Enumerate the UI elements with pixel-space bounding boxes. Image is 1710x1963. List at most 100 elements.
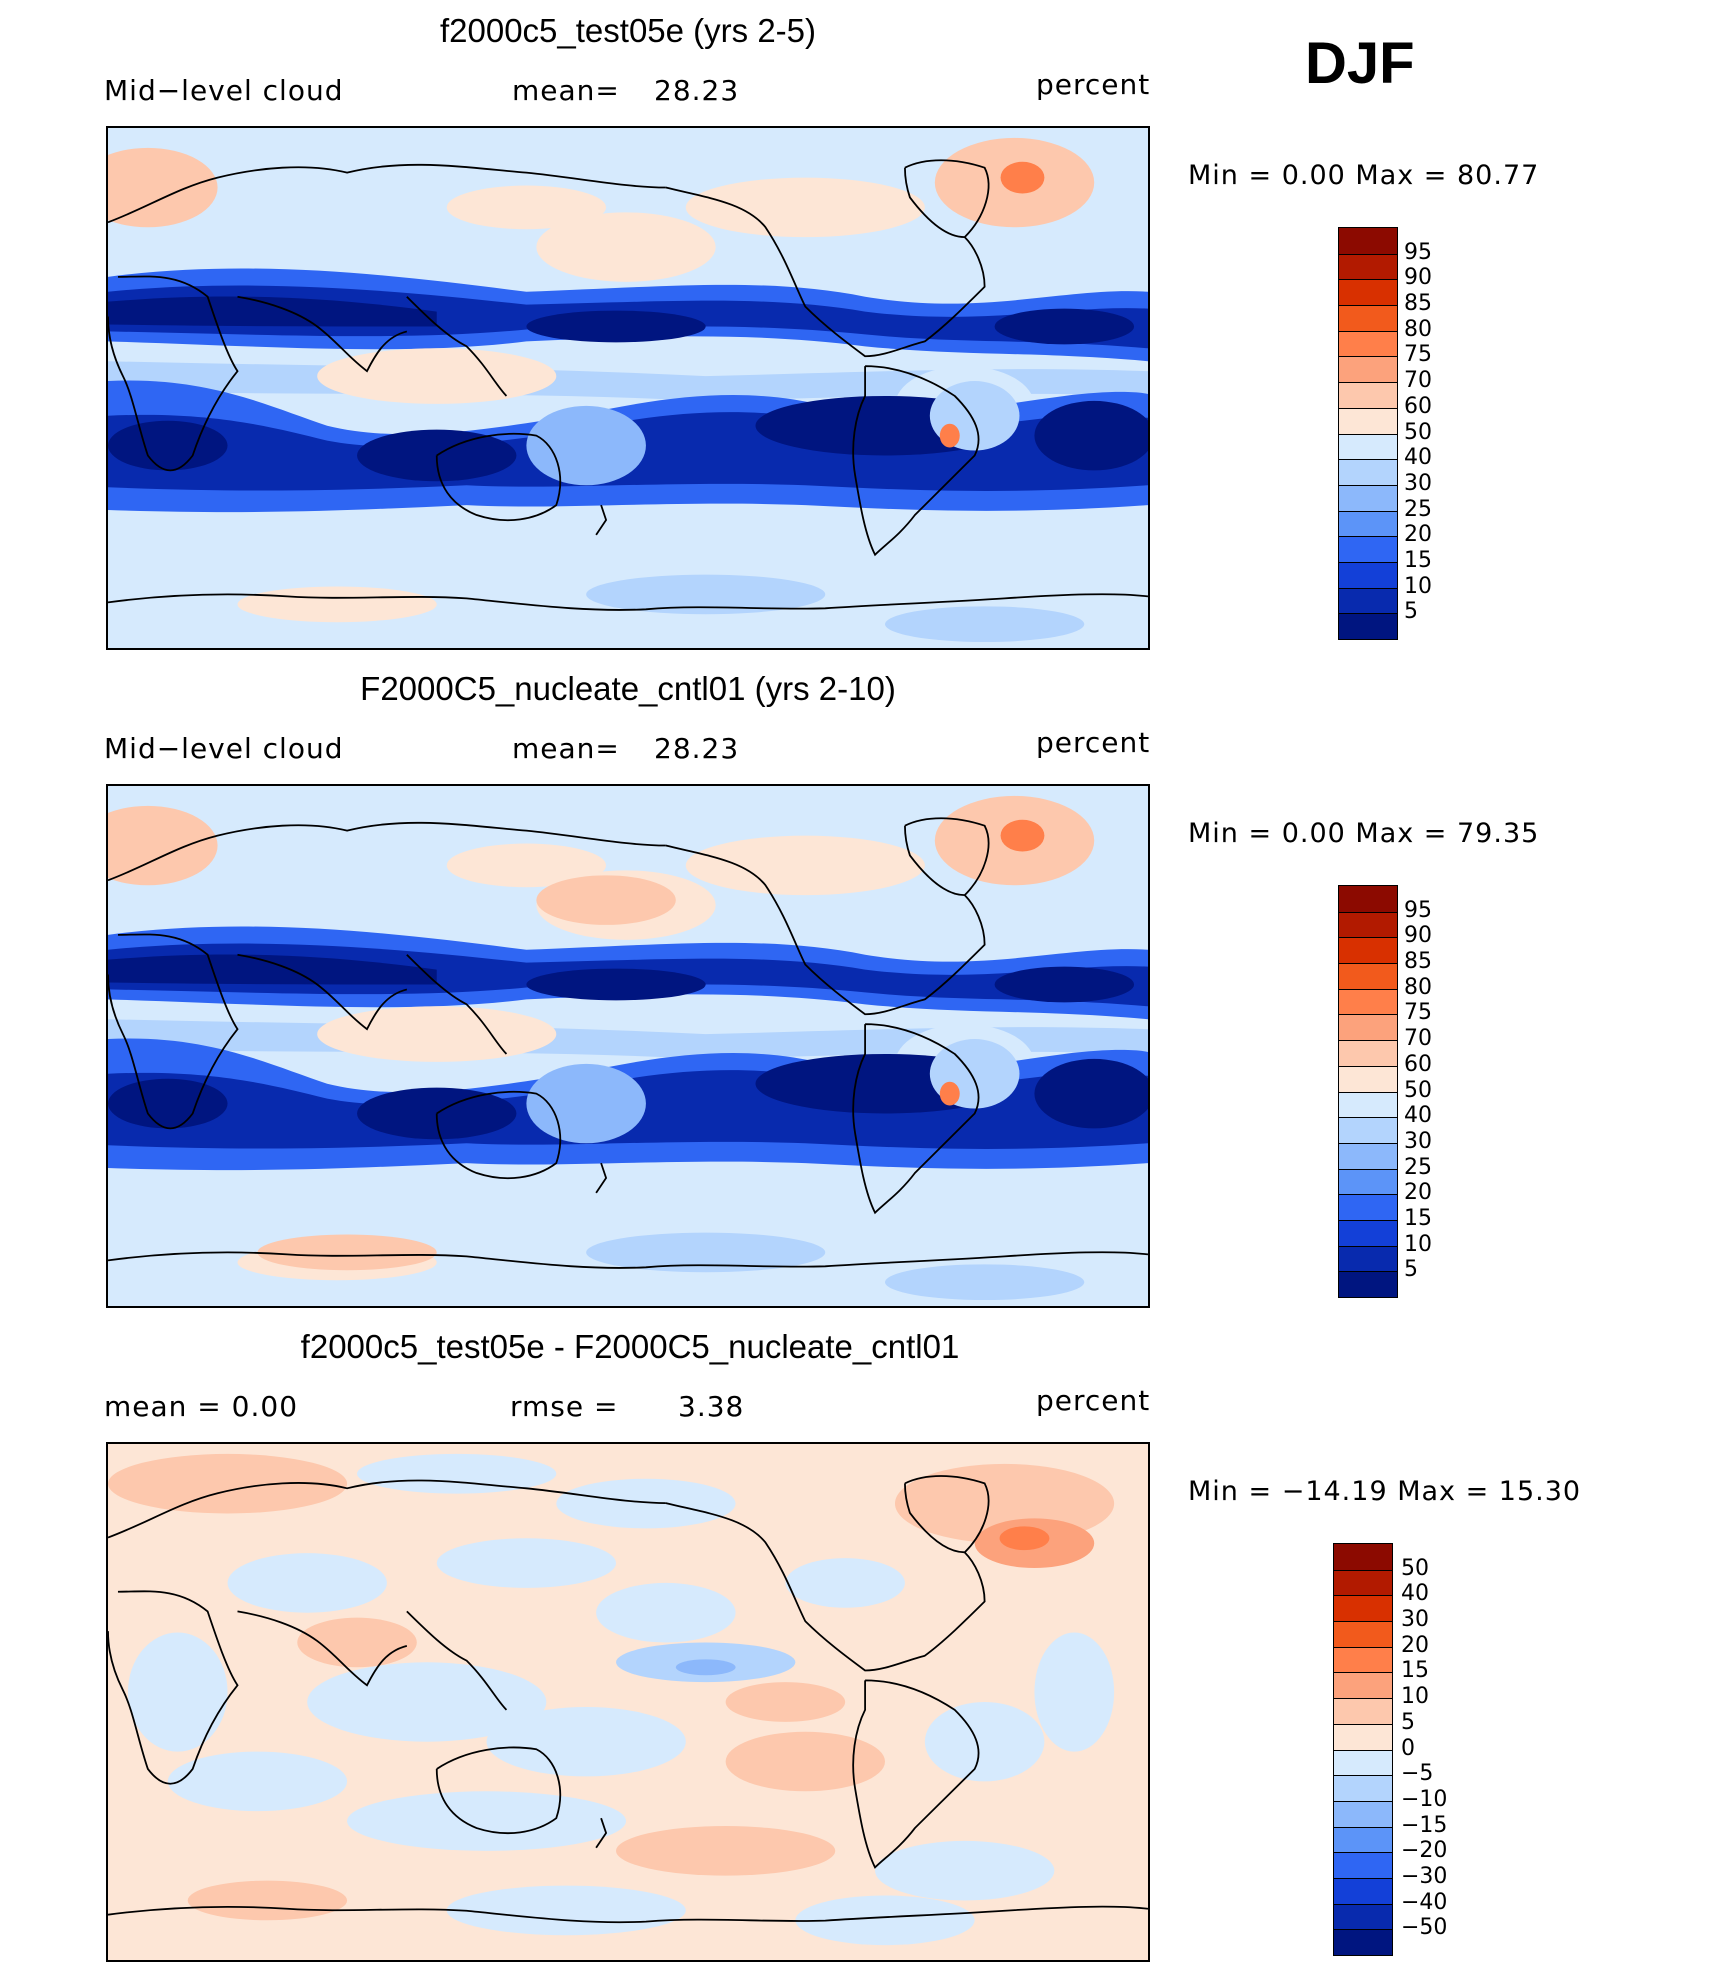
colorbar-swatch <box>1334 1826 1392 1853</box>
mean-label: mean= <box>512 732 620 765</box>
colorbar-tick-label: 10 <box>1401 1684 1429 1710</box>
colorbar-tick-label: 10 <box>1404 573 1432 599</box>
panel-title: F2000C5_nucleate_cntl01 (yrs 2-10) <box>360 670 896 707</box>
colorbar-tick-label: 0 <box>1401 1735 1415 1761</box>
colorbar-tick-label: 90 <box>1404 265 1432 291</box>
colorbar-tick-label: −20 <box>1401 1838 1448 1864</box>
colorbar-swatch <box>1334 1903 1392 1930</box>
colorbar-swatch <box>1339 510 1397 537</box>
colorbar-swatch <box>1339 305 1397 331</box>
colorbar-tick-label: 5 <box>1404 599 1418 625</box>
colorbar-tick-label: 15 <box>1401 1658 1429 1684</box>
coastlines <box>108 817 1148 1269</box>
colorbar-tick-label: 70 <box>1404 368 1432 394</box>
colorbar-swatch <box>1339 330 1397 357</box>
colorbar-swatch <box>1339 1219 1397 1246</box>
colorbar-swatch <box>1339 356 1397 383</box>
colorbar <box>1338 885 1398 1298</box>
coastlines <box>108 1475 1148 1924</box>
difference-field <box>108 1444 1148 1960</box>
colorbar-swatch <box>1339 1040 1397 1066</box>
colorbar-swatch <box>1334 1698 1392 1724</box>
colorbar <box>1333 1543 1393 1956</box>
colorbar-swatch <box>1334 1749 1392 1776</box>
cloud-field <box>108 128 1148 648</box>
colorbar-swatch <box>1339 587 1397 614</box>
colorbar-tick-label: −15 <box>1401 1812 1448 1838</box>
colorbar-swatch <box>1339 407 1397 434</box>
colorbar-tick-label: −5 <box>1401 1761 1434 1787</box>
cloud-field <box>108 786 1148 1306</box>
rmse-label: rmse = <box>510 1390 619 1423</box>
colorbar-swatch <box>1339 382 1397 408</box>
units-label: percent <box>1036 68 1151 101</box>
colorbar-tick-label: 80 <box>1404 974 1432 1000</box>
mean-value: 28.23 <box>654 74 740 107</box>
season-label: DJF <box>1305 31 1415 96</box>
colorbar-swatch <box>1334 1621 1392 1647</box>
variable-label: Mid−level cloud <box>104 74 344 107</box>
colorbar-swatch <box>1339 484 1397 511</box>
colorbar-tick-label: 15 <box>1404 1205 1432 1231</box>
cloud-map <box>106 126 1150 650</box>
mean-value: 28.23 <box>654 732 740 765</box>
colorbar-tick-label: 15 <box>1404 547 1432 573</box>
colorbar-swatch <box>1334 1775 1392 1801</box>
colorbar-tick-label: 75 <box>1404 1000 1432 1026</box>
colorbar-swatch <box>1339 561 1397 588</box>
colorbar-tick-label: 85 <box>1404 291 1432 317</box>
colorbar-swatch <box>1339 1065 1397 1092</box>
colorbar-swatch <box>1339 1091 1397 1118</box>
colorbar-swatch <box>1339 1014 1397 1041</box>
difference-map <box>106 1442 1150 1962</box>
variable-label: Mid−level cloud <box>104 732 344 765</box>
colorbar-tick-label: 60 <box>1404 393 1432 419</box>
units-label: percent <box>1036 726 1151 759</box>
colorbar-tick-label: −40 <box>1401 1889 1448 1915</box>
colorbar-tick-label: 10 <box>1404 1231 1432 1257</box>
min-max-label: Min = 0.00 Max = 79.35 <box>1188 818 1540 849</box>
colorbar-tick-label: 20 <box>1401 1632 1429 1658</box>
colorbar-swatch <box>1334 1544 1392 1570</box>
mean-label: mean = 0.00 <box>104 1390 299 1423</box>
colorbar-tick-label: 25 <box>1404 1154 1432 1180</box>
rmse-value: 3.38 <box>678 1390 745 1423</box>
colorbar-tick-label: 40 <box>1401 1581 1429 1607</box>
colorbar-tick-label: −50 <box>1401 1915 1448 1941</box>
coastlines <box>108 159 1148 611</box>
colorbar-swatch <box>1339 911 1397 938</box>
panel-title: f2000c5_test05e (yrs 2-5) <box>439 12 817 49</box>
colorbar-tick-label: 5 <box>1401 1709 1415 1735</box>
colorbar-tick-label: 75 <box>1404 342 1432 368</box>
colorbar-swatch <box>1334 1929 1392 1955</box>
colorbar-tick-label: 50 <box>1401 1555 1429 1581</box>
colorbar-swatch <box>1339 963 1397 989</box>
colorbar-tick-label: −30 <box>1401 1863 1448 1889</box>
colorbar-swatch <box>1339 1142 1397 1169</box>
colorbar-swatch <box>1339 536 1397 562</box>
colorbar-tick-label: 85 <box>1404 949 1432 975</box>
colorbar-tick-label: 90 <box>1404 923 1432 949</box>
colorbar-swatch <box>1334 1569 1392 1596</box>
colorbar-tick-label: 20 <box>1404 1180 1432 1206</box>
colorbar-swatch <box>1339 886 1397 912</box>
colorbar-tick-label: 30 <box>1401 1607 1429 1633</box>
colorbar-tick-label: 80 <box>1404 316 1432 342</box>
colorbar-tick-label: 70 <box>1404 1026 1432 1052</box>
units-label: percent <box>1036 1384 1151 1417</box>
colorbar-tick-label: 40 <box>1404 1103 1432 1129</box>
colorbar-swatch <box>1334 1672 1392 1699</box>
colorbar-tick-label: 25 <box>1404 496 1432 522</box>
colorbar-swatch <box>1339 937 1397 964</box>
colorbar-swatch <box>1339 253 1397 280</box>
colorbar-swatch <box>1339 988 1397 1015</box>
colorbar-tick-label: −10 <box>1401 1786 1448 1812</box>
colorbar-swatch <box>1339 228 1397 254</box>
colorbar-swatch <box>1339 279 1397 306</box>
colorbar-tick-label: 50 <box>1404 419 1432 445</box>
colorbar-swatch <box>1339 1271 1397 1297</box>
colorbar-swatch <box>1339 613 1397 639</box>
colorbar-swatch <box>1339 1117 1397 1143</box>
colorbar-swatch <box>1339 433 1397 460</box>
mean-label: mean= <box>512 74 620 107</box>
